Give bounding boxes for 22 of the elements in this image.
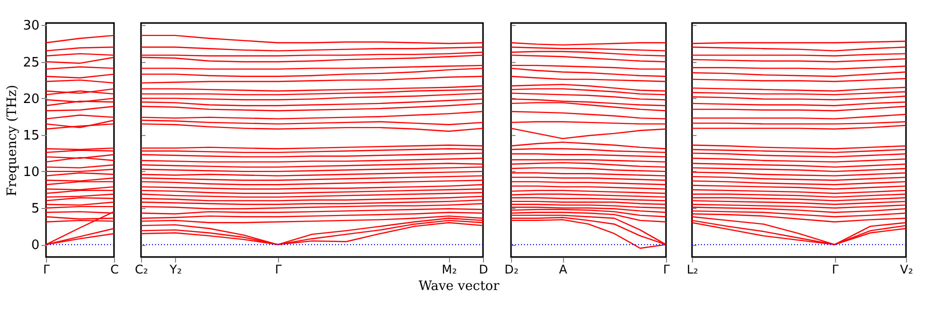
- y-tick-label: 15: [22, 128, 40, 144]
- x-tick-label: Γ: [832, 262, 839, 276]
- y-tick-label: 25: [22, 55, 40, 70]
- x-tick-label: Γ: [663, 262, 670, 276]
- y-tick-label: 5: [31, 202, 40, 217]
- y-axis-title: Frequency (THz): [4, 84, 20, 196]
- y-tick-label: 20: [22, 92, 40, 107]
- x-tick-label: Y₂: [168, 262, 182, 276]
- x-tick-label: C: [110, 262, 119, 276]
- y-tick-label: 0: [31, 238, 40, 254]
- x-tick-label: Γ: [43, 262, 50, 276]
- x-tick-label: D₂: [504, 262, 519, 276]
- x-tick-label: L₂: [686, 262, 698, 276]
- x-axis-title: Wave vector: [418, 278, 500, 294]
- x-tick-label: A: [559, 262, 568, 276]
- y-tick-label: 30: [22, 18, 40, 34]
- x-tick-label: D: [478, 262, 488, 276]
- x-tick-label: V₂: [900, 262, 914, 276]
- x-tick-label: M₂: [442, 262, 458, 276]
- y-tick-label: 10: [22, 164, 40, 180]
- x-tick-label: Γ: [274, 262, 282, 276]
- x-tick-label: C₂: [134, 262, 148, 276]
